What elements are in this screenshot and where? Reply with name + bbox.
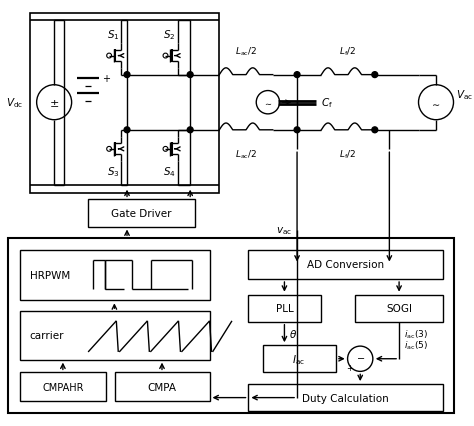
Circle shape <box>187 72 193 78</box>
Text: SOGI: SOGI <box>386 303 412 314</box>
Text: Duty Calculation: Duty Calculation <box>302 393 389 403</box>
Text: $L_{\mathrm{ac}}/2$: $L_{\mathrm{ac}}/2$ <box>235 46 256 58</box>
Circle shape <box>372 128 378 133</box>
Text: $L_{\mathrm{ac}}/2$: $L_{\mathrm{ac}}/2$ <box>235 148 256 161</box>
Circle shape <box>294 72 300 78</box>
Text: $\sim$: $\sim$ <box>430 98 442 108</box>
Text: $S_4$: $S_4$ <box>163 164 176 178</box>
Text: $C_{\mathrm{f}}$: $C_{\mathrm{f}}$ <box>321 96 333 110</box>
Bar <box>20 311 210 360</box>
Text: $\sim$: $\sim$ <box>263 98 273 107</box>
Text: $-$: $-$ <box>356 351 365 361</box>
Bar <box>248 295 321 322</box>
Bar <box>248 250 443 279</box>
Bar <box>20 250 210 301</box>
Text: AD Conversion: AD Conversion <box>307 260 384 270</box>
Text: $S_1$: $S_1$ <box>107 28 119 41</box>
Circle shape <box>124 128 130 133</box>
Circle shape <box>294 128 300 133</box>
Text: $i_{\mathrm{ac}}(3)$: $i_{\mathrm{ac}}(3)$ <box>404 328 428 340</box>
Text: $+$: $+$ <box>346 362 355 371</box>
Text: $S_2$: $S_2$ <box>164 28 176 41</box>
Bar <box>20 372 106 402</box>
Text: carrier: carrier <box>30 331 64 341</box>
Circle shape <box>187 128 193 133</box>
Text: $V_{\mathrm{ac}}$: $V_{\mathrm{ac}}$ <box>456 88 474 102</box>
Text: $+$: $+$ <box>102 73 111 84</box>
Text: $v_{\mathrm{ac}}$: $v_{\mathrm{ac}}$ <box>276 225 292 237</box>
Text: $\pm$: $\pm$ <box>49 98 59 109</box>
Text: $L_{\mathrm{f}}/2$: $L_{\mathrm{f}}/2$ <box>339 148 356 161</box>
Text: HRPWM: HRPWM <box>30 271 70 280</box>
Text: $i_{\mathrm{ac}}(5)$: $i_{\mathrm{ac}}(5)$ <box>404 339 428 351</box>
Bar <box>9 239 454 413</box>
Text: Gate Driver: Gate Driver <box>111 208 172 219</box>
Bar <box>115 372 210 402</box>
Circle shape <box>372 72 378 78</box>
Text: $\theta$: $\theta$ <box>289 328 298 340</box>
Text: PLL: PLL <box>275 303 293 314</box>
Circle shape <box>124 72 130 78</box>
Text: CMPA: CMPA <box>147 382 176 392</box>
Text: CMPAHR: CMPAHR <box>42 382 83 392</box>
Text: $L_{\mathrm{f}}/2$: $L_{\mathrm{f}}/2$ <box>339 46 356 58</box>
Bar <box>30 14 219 193</box>
Bar <box>263 345 336 372</box>
Text: $I_{\mathrm{ac}}$: $I_{\mathrm{ac}}$ <box>292 352 306 366</box>
Bar <box>356 295 443 322</box>
Text: $S_3$: $S_3$ <box>107 164 119 178</box>
Text: $V_{\mathrm{dc}}$: $V_{\mathrm{dc}}$ <box>6 96 23 110</box>
Bar <box>88 200 195 227</box>
Bar <box>248 384 443 411</box>
